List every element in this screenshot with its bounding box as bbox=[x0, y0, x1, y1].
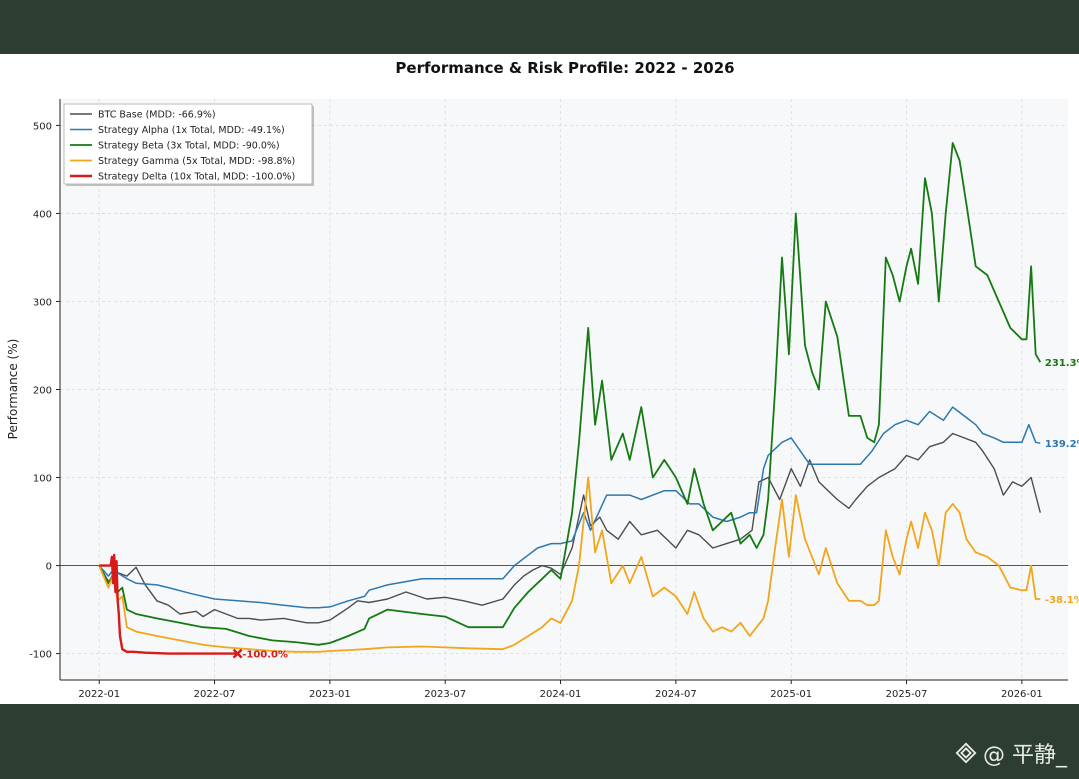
y-axis-label: Performance (%) bbox=[6, 339, 20, 440]
watermark: @ 平静_ bbox=[955, 737, 1067, 769]
legend-label-0: BTC Base (MDD: -66.9%) bbox=[98, 110, 216, 121]
x-tick-label: 2024-07 bbox=[655, 689, 697, 700]
end-value-label: -38.1% bbox=[1045, 595, 1079, 606]
y-tick-label: 500 bbox=[33, 121, 52, 132]
x-tick-label: 2024-01 bbox=[540, 689, 582, 700]
legend-label-4: Strategy Delta (10x Total, MDD: -100.0%) bbox=[98, 172, 295, 183]
end-value-label: 139.2% bbox=[1045, 439, 1079, 450]
performance-chart: Performance & Risk Profile: 2022 - 2026 … bbox=[0, 54, 1079, 704]
watermark-text: @ 平静_ bbox=[983, 743, 1067, 768]
legend: BTC Base (MDD: -66.9%) Strategy Alpha (1x… bbox=[63, 103, 314, 186]
series-line-3 bbox=[98, 476, 1041, 653]
x-tick-label: 2022-07 bbox=[194, 689, 236, 700]
x-tick-label: 2023-01 bbox=[309, 689, 351, 700]
series-line-2 bbox=[98, 142, 1042, 646]
legend-label-3: Strategy Gamma (5x Total, MDD: -98.8%) bbox=[98, 156, 295, 167]
legend-label-2: Strategy Beta (3x Total, MDD: -90.0%) bbox=[98, 141, 280, 152]
end-value-label: 231.3% bbox=[1045, 358, 1079, 369]
end-marker-x bbox=[232, 648, 243, 659]
y-tick-label: 100 bbox=[33, 474, 52, 485]
x-tick-label: 2022-01 bbox=[78, 689, 120, 700]
series-line-0 bbox=[98, 432, 1041, 624]
y-tick-label: 300 bbox=[33, 297, 52, 308]
x-tick-label: 2025-01 bbox=[770, 689, 812, 700]
y-tick-label: 200 bbox=[33, 386, 52, 397]
x-tick-label: 2026-01 bbox=[1001, 689, 1043, 700]
diamond-logo-icon bbox=[955, 742, 977, 764]
x-tick-label: 2023-07 bbox=[424, 689, 466, 700]
series-line-4 bbox=[99, 553, 238, 655]
series-line-1 bbox=[98, 406, 1041, 609]
legend-box bbox=[63, 103, 313, 185]
x-tick-label: 2025-07 bbox=[886, 689, 928, 700]
chart-title: Performance & Risk Profile: 2022 - 2026 bbox=[395, 59, 734, 77]
legend-label-1: Strategy Alpha (1x Total, MDD: -49.1%) bbox=[98, 125, 285, 136]
y-tick-label: -100 bbox=[29, 650, 52, 661]
y-tick-label: 400 bbox=[33, 209, 52, 220]
y-tick-label: 0 bbox=[46, 562, 52, 573]
end-value-label: -100.0% bbox=[242, 650, 288, 661]
